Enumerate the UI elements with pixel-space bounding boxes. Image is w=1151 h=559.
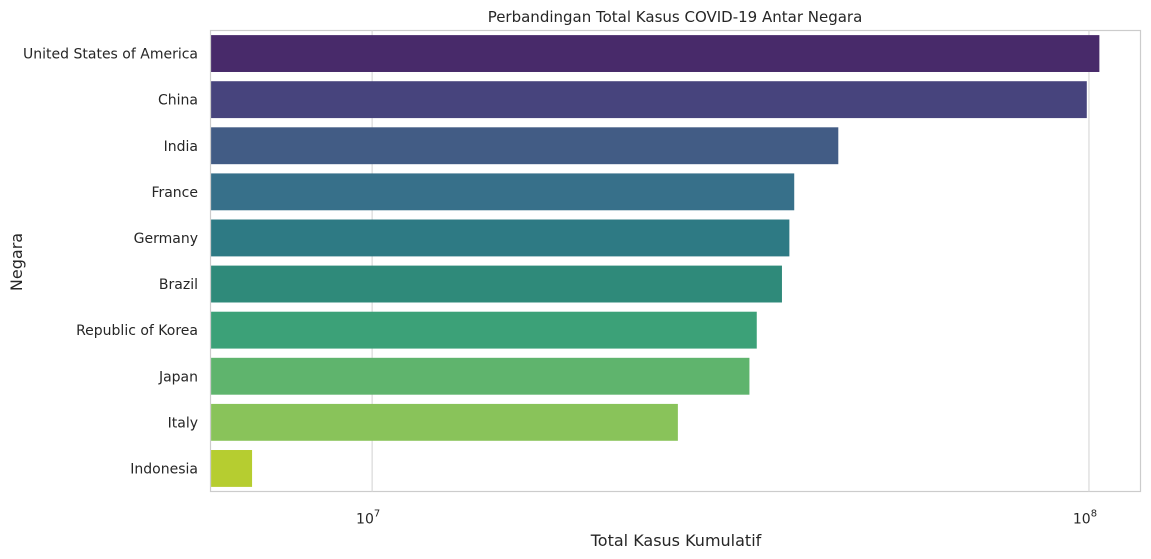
- y-tick-label: Japan: [158, 369, 198, 385]
- y-tick-label: China: [158, 93, 198, 109]
- bar-germany: [211, 219, 790, 257]
- x-tick-label: 107: [356, 509, 380, 528]
- x-tick-exponent: 7: [374, 509, 380, 520]
- y-tick-label: Italy: [168, 415, 198, 431]
- y-axis-label: Negara: [7, 233, 26, 291]
- x-tick-base: 10: [1073, 512, 1091, 528]
- y-tick-label: Germany: [134, 231, 198, 247]
- x-tick-exponent: 8: [1091, 509, 1097, 520]
- bar-france: [211, 173, 795, 211]
- plot-area: [209, 29, 1142, 493]
- bar-india: [211, 127, 839, 165]
- x-tick-labels: 107 108: [356, 509, 1097, 528]
- x-tick-label: 108: [1073, 509, 1097, 528]
- bar-republic-of-korea: [211, 311, 757, 349]
- y-tick-labels: United States of America China India France…: [23, 47, 198, 478]
- y-tick-label: Brazil: [159, 277, 198, 293]
- bar-japan: [211, 357, 750, 395]
- bar-brazil: [211, 265, 782, 303]
- bar-china: [211, 81, 1087, 119]
- bars: [211, 35, 1100, 487]
- y-tick-label: United States of America: [23, 47, 198, 63]
- y-tick-label: India: [164, 139, 198, 155]
- y-tick-label: Indonesia: [130, 461, 198, 477]
- bar-united-states-of-america: [211, 35, 1100, 72]
- y-tick-label: France: [151, 185, 198, 201]
- bar-indonesia: [211, 450, 253, 487]
- x-axis-label: Total Kasus Kumulatif: [590, 531, 762, 550]
- bar-italy: [211, 403, 678, 441]
- x-tick-base: 10: [356, 512, 374, 528]
- y-tick-label: Republic of Korea: [76, 323, 198, 339]
- chart-title: Perbandingan Total Kasus COVID-19 Antar …: [488, 8, 863, 26]
